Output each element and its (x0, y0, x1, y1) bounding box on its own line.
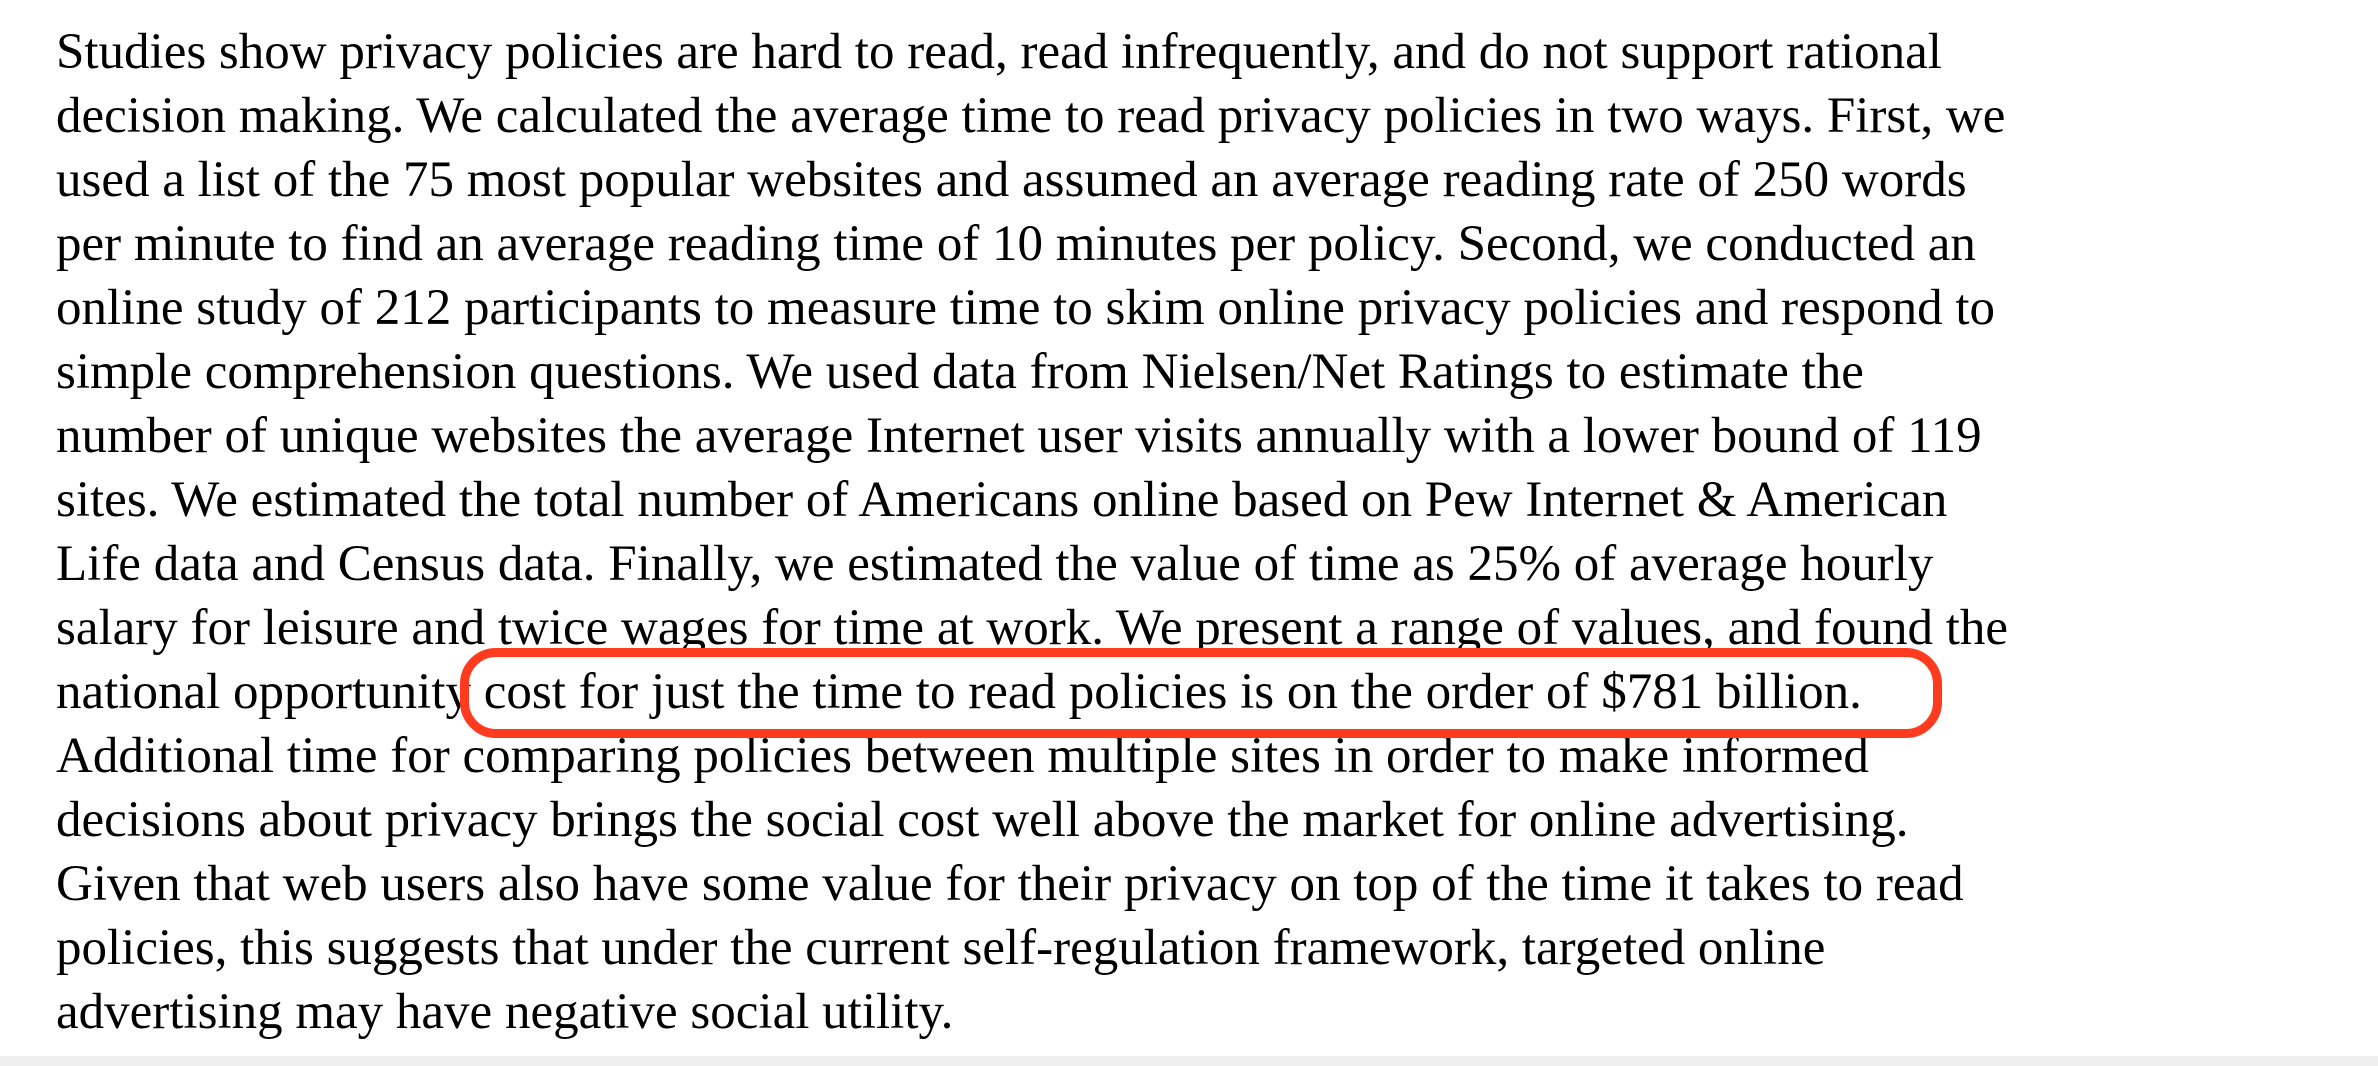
text-line: Additional time for comparing policies b… (56, 728, 1869, 784)
text-line: salary for leisure and twice wages for t… (56, 600, 2009, 656)
text-line: decision making. We calculated the avera… (56, 88, 2006, 144)
text-line: Given that web users also have some valu… (56, 856, 1964, 912)
bottom-edge-strip (0, 1056, 2378, 1066)
highlighted-text-line: national opportunity cost for just the t… (56, 648, 2008, 738)
text-line: online study of 212 participants to meas… (56, 280, 1996, 336)
text-line: per minute to find an average reading ti… (56, 216, 1976, 272)
highlight-text: cost for just the time to read policies … (483, 664, 1862, 720)
text-line: used a list of the 75 most popular websi… (56, 152, 1967, 208)
text-line: simple comprehension questions. We used … (56, 344, 1864, 400)
text-line: sites. We estimated the total number of … (56, 472, 1948, 528)
text-line: advertising may have negative social uti… (56, 984, 954, 1040)
highlight-line-prefix: national opportunity (56, 664, 484, 720)
text-line: decisions about privacy brings the socia… (56, 792, 1909, 848)
text-line: policies, this suggests that under the c… (56, 920, 1826, 976)
abstract-paragraph: Studies show privacy policies are hard t… (56, 20, 2008, 1044)
text-line: number of unique websites the average In… (56, 408, 1982, 464)
highlighted-phrase: cost for just the time to read policies … (459, 648, 1942, 738)
text-line: Life data and Census data. Finally, we e… (56, 536, 1934, 592)
text-line: Studies show privacy policies are hard t… (56, 24, 1942, 80)
